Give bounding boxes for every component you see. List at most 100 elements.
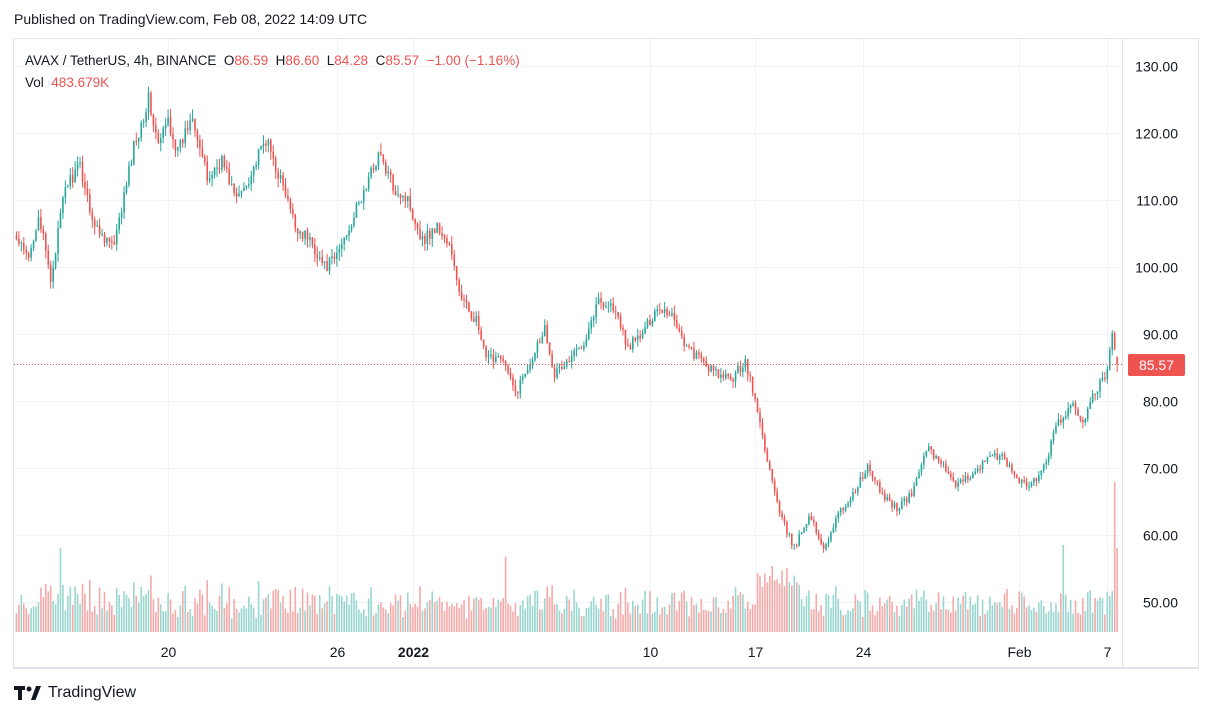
candle-body — [857, 487, 859, 493]
volume-bar — [406, 592, 409, 632]
candle-body — [206, 161, 209, 181]
volume-bar — [106, 610, 108, 632]
volume-bar — [857, 599, 859, 632]
volume-bar — [688, 616, 690, 632]
candle-body — [761, 422, 764, 436]
volume-bar — [260, 615, 262, 632]
volume-bar — [394, 594, 397, 632]
candle-body — [590, 320, 593, 329]
volume-bar — [722, 608, 725, 632]
volume-bar — [289, 589, 292, 632]
volume-bar — [1018, 591, 1021, 632]
candle-body — [967, 475, 969, 480]
candle-body — [463, 299, 465, 301]
volume-bar — [976, 595, 979, 632]
candle-body — [194, 119, 196, 131]
candle-body — [563, 366, 566, 369]
volume-bar — [707, 610, 710, 632]
candle-body — [35, 230, 37, 242]
candle-body — [1020, 480, 1023, 484]
volume-bar — [218, 595, 221, 632]
volume-bar — [389, 603, 392, 632]
candle-body — [468, 302, 470, 312]
volume-bar — [786, 567, 788, 632]
candle-body — [490, 354, 492, 357]
volume-bar — [1082, 598, 1084, 632]
candle-body — [1011, 464, 1013, 472]
volume-bar — [883, 603, 886, 632]
candle-body — [71, 175, 74, 183]
candle-body — [1028, 486, 1030, 488]
candle-body — [59, 213, 62, 229]
candle-body — [1111, 333, 1114, 351]
volume-bar — [321, 608, 323, 632]
candle-body — [524, 373, 526, 377]
candle-body — [592, 317, 595, 321]
candle-body — [392, 174, 394, 191]
volume-bar — [864, 589, 866, 632]
volume-bar — [712, 597, 715, 632]
candle-body — [690, 347, 693, 349]
volume-bar — [238, 612, 240, 632]
candle-body — [404, 195, 407, 202]
candle-body — [279, 175, 282, 179]
volume-bar — [292, 611, 294, 632]
volume-bar — [230, 618, 233, 632]
volume-bar — [739, 592, 742, 632]
volume-bar — [898, 616, 901, 632]
candle-body — [1057, 419, 1060, 426]
chart-frame[interactable] — [13, 38, 1199, 669]
volume-bar — [661, 607, 663, 632]
volume-bar — [553, 604, 556, 632]
candle-body — [641, 332, 644, 339]
volume-bar — [749, 609, 752, 632]
volume-bar — [954, 610, 957, 632]
footer-brand[interactable]: TradingView — [14, 684, 136, 702]
candle-body — [852, 491, 854, 501]
volume-bar — [1023, 596, 1025, 632]
candle-body — [37, 216, 40, 231]
candle-body — [338, 248, 341, 254]
candle-body — [918, 472, 920, 479]
volume-bar — [1111, 591, 1114, 632]
candle-body — [257, 149, 260, 165]
volume-bar — [91, 611, 94, 632]
volume-bar — [751, 604, 754, 632]
volume-bar — [551, 585, 553, 632]
candle-body — [959, 479, 962, 483]
volume-bar — [810, 609, 813, 632]
volume-bar — [805, 595, 808, 632]
candle-body — [746, 359, 749, 375]
x-tick-label: 24 — [856, 644, 872, 660]
candle-body — [475, 316, 478, 322]
candle-body — [656, 309, 659, 312]
volume-row: Vol 483.679K — [25, 72, 520, 94]
candle-body — [225, 167, 228, 169]
volume-bar — [578, 607, 580, 632]
volume-bar — [590, 601, 593, 632]
candle-body — [940, 460, 942, 464]
volume-bar — [859, 601, 862, 632]
volume-bar — [600, 598, 602, 632]
candle-body — [419, 228, 421, 240]
volume-bar — [908, 598, 911, 632]
volume-bar — [514, 602, 517, 632]
candle-body — [658, 309, 661, 311]
candle-body — [651, 320, 654, 326]
volume-bar — [460, 604, 463, 632]
volume-bar — [497, 599, 500, 632]
volume-bar — [277, 590, 279, 632]
volume-bar — [649, 591, 651, 632]
candle-body — [663, 308, 666, 313]
candle-body — [309, 237, 311, 240]
volume-bar — [1086, 592, 1089, 632]
candle-body — [876, 480, 879, 483]
candle-body — [289, 199, 292, 210]
candle-body — [299, 231, 301, 234]
candle-body — [773, 480, 776, 492]
candle-body — [526, 369, 529, 374]
volume-bar — [35, 606, 37, 632]
candle-body — [350, 226, 353, 231]
candle-body — [893, 503, 896, 508]
